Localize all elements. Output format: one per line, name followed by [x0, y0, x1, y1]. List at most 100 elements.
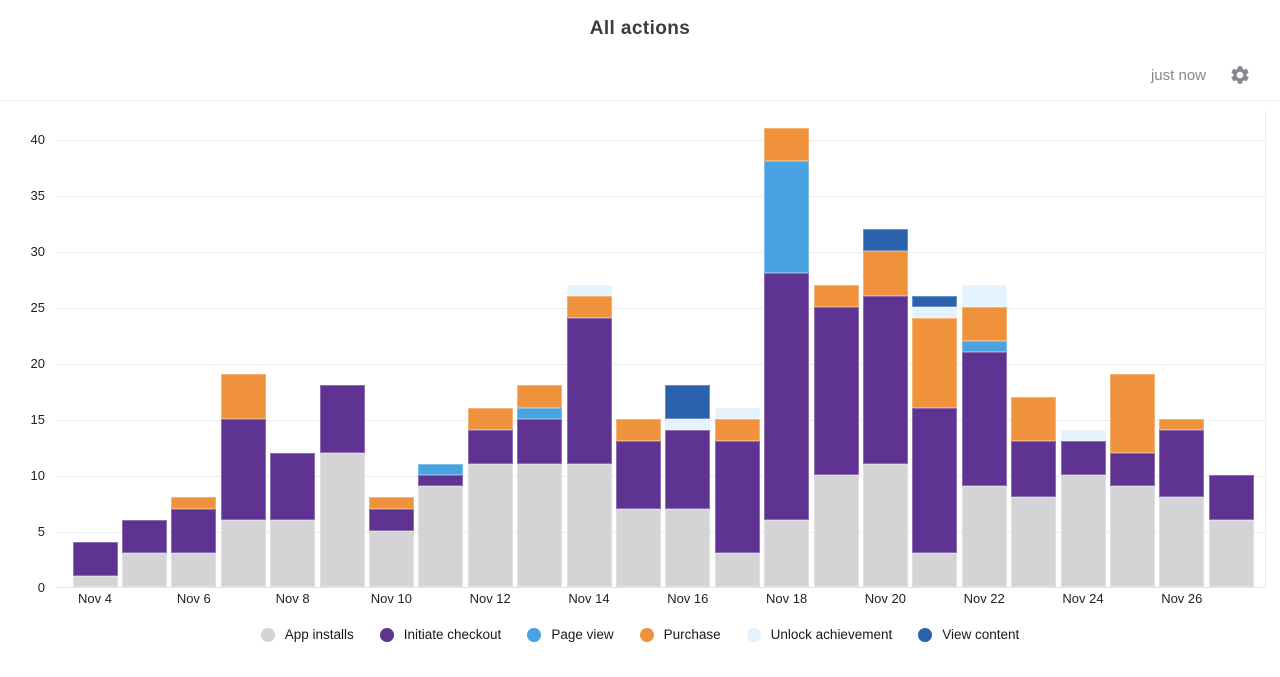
bar-segment-initiate-checkout[interactable] [764, 273, 810, 520]
bar-segment-initiate-checkout[interactable] [1109, 452, 1155, 487]
bar-segment-purchase[interactable] [368, 497, 414, 509]
bar-nov-24[interactable] [1060, 430, 1106, 587]
bar-nov-20[interactable] [862, 228, 908, 587]
bar-segment-initiate-checkout[interactable] [1060, 441, 1106, 475]
bar-segment-purchase[interactable] [566, 295, 612, 319]
bar-segment-initiate-checkout[interactable] [319, 385, 365, 453]
bar-segment-initiate-checkout[interactable] [912, 407, 958, 554]
bar-nov-5[interactable] [121, 519, 167, 587]
bar-segment-initiate-checkout[interactable] [121, 519, 167, 554]
bar-segment-initiate-checkout[interactable] [220, 419, 266, 520]
legend-item-unlock-achievement[interactable]: Unlock achievement [746, 627, 892, 642]
bar-nov-13[interactable] [517, 385, 563, 587]
bar-segment-app-installs[interactable] [1060, 475, 1106, 587]
bar-segment-app-installs[interactable] [418, 486, 464, 587]
bar-segment-app-installs[interactable] [665, 508, 711, 587]
bar-segment-initiate-checkout[interactable] [714, 441, 760, 554]
bar-segment-purchase[interactable] [517, 385, 563, 408]
bar-segment-app-installs[interactable] [862, 463, 908, 587]
bar-segment-purchase[interactable] [615, 419, 661, 442]
legend-item-view-content[interactable]: View content [918, 627, 1019, 642]
bar-nov-23[interactable] [1011, 396, 1057, 587]
bar-segment-purchase[interactable] [171, 497, 217, 509]
legend-item-initiate-checkout[interactable]: Initiate checkout [379, 627, 501, 642]
bar-segment-initiate-checkout[interactable] [665, 430, 711, 509]
bar-segment-app-installs[interactable] [368, 531, 414, 587]
bar-segment-initiate-checkout[interactable] [813, 307, 859, 475]
bar-segment-app-installs[interactable] [764, 519, 810, 587]
bar-segment-purchase[interactable] [220, 374, 266, 420]
bar-segment-initiate-checkout[interactable] [566, 318, 612, 464]
bar-nov-10[interactable] [368, 497, 414, 587]
bar-segment-app-installs[interactable] [1109, 486, 1155, 587]
bar-nov-14[interactable] [566, 284, 612, 587]
bar-segment-initiate-checkout[interactable] [615, 441, 661, 509]
bar-segment-initiate-checkout[interactable] [1208, 475, 1254, 520]
bar-nov-26[interactable] [1159, 419, 1205, 587]
bar-segment-purchase[interactable] [912, 318, 958, 408]
bar-segment-app-installs[interactable] [961, 486, 1007, 587]
bar-segment-initiate-checkout[interactable] [418, 475, 464, 487]
bar-segment-app-installs[interactable] [912, 553, 958, 587]
bar-segment-app-installs[interactable] [72, 575, 118, 587]
bar-segment-app-installs[interactable] [467, 463, 513, 587]
bar-nov-7[interactable] [220, 374, 266, 587]
bar-nov-21[interactable] [912, 295, 958, 587]
bar-segment-app-installs[interactable] [566, 463, 612, 587]
bar-nov-9[interactable] [319, 385, 365, 587]
bar-nov-8[interactable] [270, 452, 316, 587]
bar-segment-unlock-achievement[interactable] [912, 307, 958, 319]
bar-segment-initiate-checkout[interactable] [72, 542, 118, 576]
bar-segment-unlock-achievement[interactable] [1060, 430, 1106, 442]
bar-nov-16[interactable] [665, 385, 711, 587]
bar-segment-purchase[interactable] [1159, 419, 1205, 431]
bar-segment-unlock-achievement[interactable] [665, 419, 711, 431]
bar-segment-page-view[interactable] [961, 340, 1007, 352]
bar-segment-app-installs[interactable] [615, 508, 661, 587]
bar-segment-app-installs[interactable] [220, 519, 266, 587]
bar-segment-unlock-achievement[interactable] [714, 407, 760, 420]
bar-segment-purchase[interactable] [764, 127, 810, 162]
bar-nov-15[interactable] [615, 419, 661, 587]
bar-segment-page-view[interactable] [764, 161, 810, 274]
bar-segment-purchase[interactable] [862, 251, 908, 296]
bar-segment-purchase[interactable] [467, 407, 513, 431]
bar-segment-page-view[interactable] [418, 463, 464, 476]
bar-nov-17[interactable] [714, 407, 760, 587]
bar-segment-view-content[interactable] [912, 295, 958, 308]
bar-nov-11[interactable] [418, 463, 464, 587]
bar-segment-initiate-checkout[interactable] [961, 351, 1007, 487]
bar-segment-purchase[interactable] [813, 284, 859, 307]
bar-segment-initiate-checkout[interactable] [270, 452, 316, 520]
bar-segment-initiate-checkout[interactable] [368, 508, 414, 531]
bar-segment-initiate-checkout[interactable] [1011, 441, 1057, 498]
bar-segment-purchase[interactable] [961, 307, 1007, 341]
bar-segment-app-installs[interactable] [1159, 497, 1205, 587]
bar-segment-initiate-checkout[interactable] [862, 295, 908, 464]
bar-segment-app-installs[interactable] [1208, 519, 1254, 587]
bar-nov-25[interactable] [1109, 374, 1155, 587]
bar-segment-app-installs[interactable] [517, 463, 563, 587]
bar-segment-app-installs[interactable] [813, 475, 859, 587]
bar-segment-app-installs[interactable] [714, 553, 760, 587]
bar-segment-page-view[interactable] [517, 407, 563, 420]
bar-segment-initiate-checkout[interactable] [1159, 430, 1205, 498]
bar-segment-purchase[interactable] [714, 419, 760, 442]
bar-nov-27[interactable] [1208, 475, 1254, 587]
bar-nov-12[interactable] [467, 407, 513, 587]
bar-segment-purchase[interactable] [1109, 374, 1155, 453]
bar-nov-19[interactable] [813, 284, 859, 587]
bar-nov-6[interactable] [171, 497, 217, 587]
bar-segment-purchase[interactable] [1011, 396, 1057, 442]
settings-button[interactable] [1228, 64, 1252, 88]
bar-segment-unlock-achievement[interactable] [961, 284, 1007, 308]
bar-nov-4[interactable] [72, 542, 118, 587]
legend-item-page-view[interactable]: Page view [527, 627, 614, 642]
bar-segment-unlock-achievement[interactable] [566, 284, 612, 296]
bar-segment-initiate-checkout[interactable] [467, 430, 513, 464]
bar-segment-app-installs[interactable] [270, 519, 316, 587]
legend-item-purchase[interactable]: Purchase [639, 627, 721, 642]
bar-segment-app-installs[interactable] [1011, 497, 1057, 587]
bar-nov-18[interactable] [764, 127, 810, 587]
bar-segment-app-installs[interactable] [319, 452, 365, 587]
